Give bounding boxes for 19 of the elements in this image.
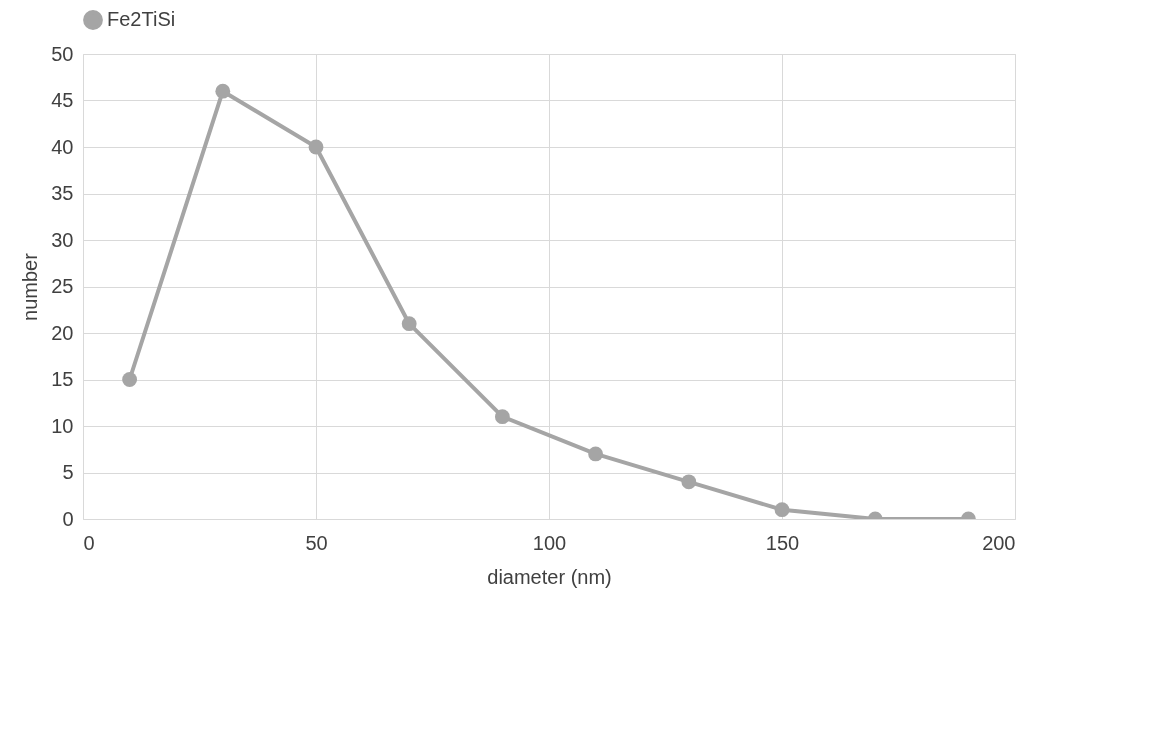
y-axis-title: number bbox=[19, 252, 42, 321]
y-tick-label: 0 bbox=[62, 507, 74, 530]
x-tick-label: 0 bbox=[83, 531, 95, 554]
y-tick-label: 5 bbox=[62, 461, 74, 483]
y-tick-label: 10 bbox=[51, 414, 74, 437]
y-tick-label: 15 bbox=[51, 368, 74, 390]
y-tick-label: 30 bbox=[51, 228, 74, 251]
legend-label: Fe2TiSi bbox=[107, 8, 176, 30]
x-tick-label: 200 bbox=[982, 531, 1016, 554]
y-tick-label: 40 bbox=[51, 135, 74, 158]
y-tick-label: 25 bbox=[51, 275, 74, 297]
y-tick-label: 35 bbox=[51, 182, 74, 204]
x-axis-title: diameter (nm) bbox=[487, 565, 612, 588]
x-tick-label: 150 bbox=[765, 531, 800, 554]
x-tick-label: 50 bbox=[305, 531, 328, 554]
y-tick-label: 45 bbox=[51, 89, 74, 111]
y-tick-label: 20 bbox=[51, 321, 74, 344]
x-tick-label: 100 bbox=[532, 531, 567, 554]
y-tick-label: 50 bbox=[51, 42, 74, 65]
